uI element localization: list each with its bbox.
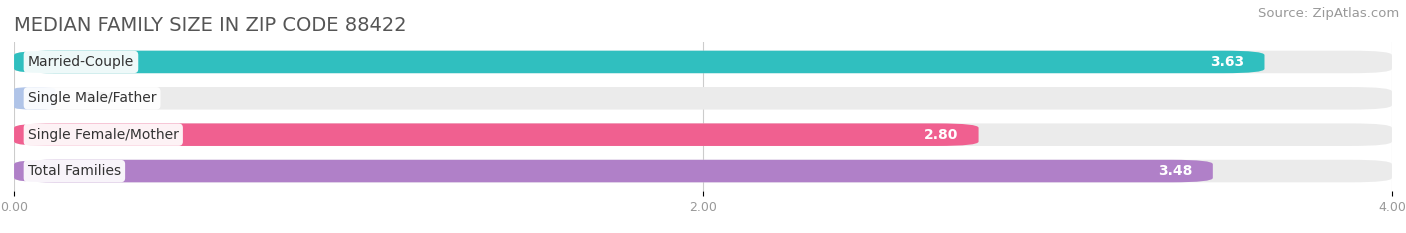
FancyBboxPatch shape	[14, 51, 1264, 73]
FancyBboxPatch shape	[14, 123, 979, 146]
FancyBboxPatch shape	[14, 160, 1392, 182]
Text: 0.00: 0.00	[83, 91, 117, 105]
Text: Source: ZipAtlas.com: Source: ZipAtlas.com	[1258, 7, 1399, 20]
FancyBboxPatch shape	[14, 123, 1392, 146]
Text: MEDIAN FAMILY SIZE IN ZIP CODE 88422: MEDIAN FAMILY SIZE IN ZIP CODE 88422	[14, 16, 406, 35]
Text: Married-Couple: Married-Couple	[28, 55, 134, 69]
Text: 3.48: 3.48	[1157, 164, 1192, 178]
Text: Total Families: Total Families	[28, 164, 121, 178]
Text: 3.63: 3.63	[1209, 55, 1244, 69]
Text: 2.80: 2.80	[924, 128, 957, 142]
Text: Single Female/Mother: Single Female/Mother	[28, 128, 179, 142]
FancyBboxPatch shape	[14, 160, 1213, 182]
FancyBboxPatch shape	[14, 87, 55, 110]
Text: Single Male/Father: Single Male/Father	[28, 91, 156, 105]
FancyBboxPatch shape	[14, 51, 1392, 73]
FancyBboxPatch shape	[14, 87, 1392, 110]
